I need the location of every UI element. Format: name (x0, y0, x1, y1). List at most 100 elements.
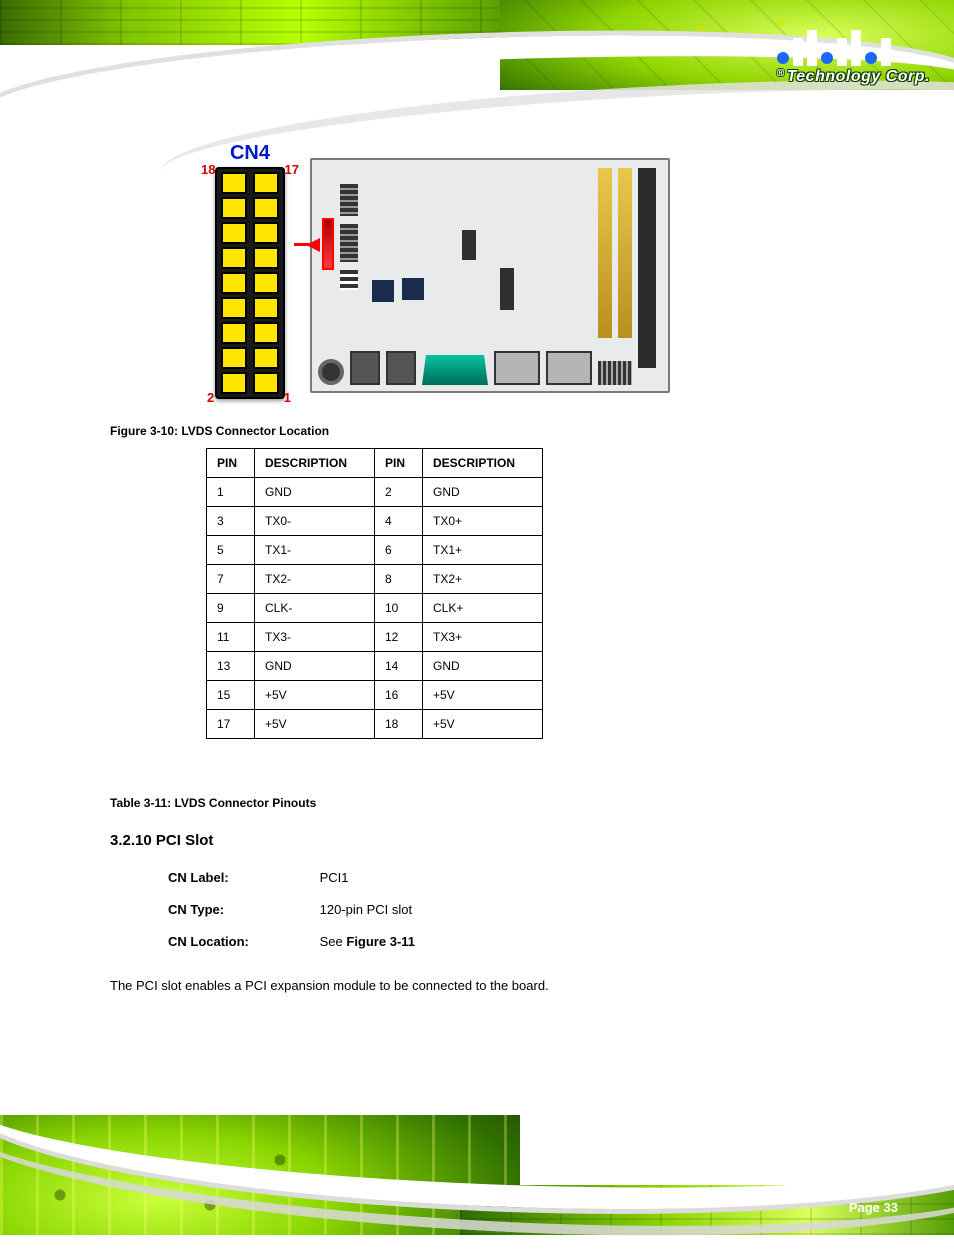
logo-bar-icon (793, 38, 803, 66)
board-illustration (310, 158, 670, 393)
cn-type-value: 120-pin PCI slot (320, 902, 413, 917)
col-pin: PIN (207, 449, 255, 478)
cn-label-row: CN Label: PCI1 (168, 870, 349, 885)
table-cell: TX2+ (423, 565, 543, 594)
pin-number-2: 2 (207, 390, 214, 405)
pin-icon (221, 322, 247, 344)
table-cell: +5V (423, 710, 543, 739)
gpio-header-icon (598, 361, 632, 385)
dimm-slot-icon (618, 168, 632, 338)
table-cell: CLK- (255, 594, 375, 623)
table-cell: 14 (375, 652, 423, 681)
cn-label-key: CN Label: (168, 870, 316, 885)
section-number: 3.2.10 (110, 832, 152, 849)
vga-port-icon (422, 355, 488, 385)
table-cell: 5 (207, 536, 255, 565)
section-heading: 3.2.10 PCI Slot (110, 832, 213, 849)
table-row: 3TX0-4TX0+ (207, 507, 543, 536)
cn-location-row: CN Location: See Figure 3-11 (168, 934, 415, 949)
table-row: 11TX3-12TX3+ (207, 623, 543, 652)
header-circuit-left (0, 0, 500, 45)
table-cell: +5V (255, 681, 375, 710)
pin-icon (221, 347, 247, 369)
dimm-slot-icon (598, 168, 612, 338)
usb-port-icon (386, 351, 416, 385)
pin-number-18: 18 (201, 162, 215, 177)
section-title-text: PCI Slot (156, 832, 214, 849)
logo-glyphs (777, 30, 930, 66)
connector-diagram: CN4 18 17 2 1 (175, 130, 695, 420)
pin-icon (221, 372, 247, 394)
table-cell: 7 (207, 565, 255, 594)
table-row: 9CLK-10CLK+ (207, 594, 543, 623)
footer-band: Page 33 (0, 1095, 954, 1235)
pin-icon (253, 172, 279, 194)
pin-icon (253, 322, 279, 344)
pin-icon (253, 297, 279, 319)
chip-icon (402, 278, 424, 300)
pin-icon (253, 347, 279, 369)
pin-icon (221, 172, 247, 194)
logo-dot-icon (821, 52, 833, 64)
table-cell: 2 (375, 478, 423, 507)
table-row: 5TX1-6TX1+ (207, 536, 543, 565)
table-row: 7TX2-8TX2+ (207, 565, 543, 594)
cn-location-value: See (320, 934, 347, 949)
logo-bar-icon (881, 38, 891, 66)
table-cell: TX3- (255, 623, 375, 652)
logo-bar-icon (837, 38, 847, 66)
table-cell: 11 (207, 623, 255, 652)
chip-icon (372, 280, 394, 302)
lan-port-icon (494, 351, 540, 385)
logo-dot-icon (777, 52, 789, 64)
cn-label-value: PCI1 (320, 870, 349, 885)
header-icon (340, 184, 358, 216)
table-cell: 12 (375, 623, 423, 652)
pin-icon (221, 247, 247, 269)
brand-text: ®Technology Corp. (777, 68, 930, 86)
table-cell: 4 (375, 507, 423, 536)
pin-icon (253, 222, 279, 244)
registered-icon: ® (777, 68, 785, 79)
pin-number-1: 1 (284, 390, 291, 405)
pinout-table: PIN DESCRIPTION PIN DESCRIPTION 1GND2GND… (206, 448, 543, 739)
header-icon (340, 224, 358, 262)
table-cell: 9 (207, 594, 255, 623)
connector-body (215, 167, 285, 399)
brand-name: Technology Corp. (787, 68, 930, 85)
table-header-row: PIN DESCRIPTION PIN DESCRIPTION (207, 449, 543, 478)
pin-icon (221, 222, 247, 244)
page-number: Page 33 (849, 1200, 898, 1215)
audio-jack-icon (318, 359, 344, 385)
table-cell: 10 (375, 594, 423, 623)
table-cell: +5V (255, 710, 375, 739)
figure-caption: Figure 3-10: LVDS Connector Location (110, 424, 329, 438)
cn-type-row: CN Type: 120-pin PCI slot (168, 902, 412, 917)
table-caption: Table 3-11: LVDS Connector Pinouts (110, 796, 316, 810)
table-row: 13GND14GND (207, 652, 543, 681)
cn-location-key: CN Location: (168, 934, 316, 949)
rear-io-row (318, 345, 662, 385)
table-cell: TX0+ (423, 507, 543, 536)
table-cell: GND (423, 652, 543, 681)
table-row: 15+5V16+5V (207, 681, 543, 710)
pin-icon (253, 372, 279, 394)
highlight-rect (322, 218, 334, 270)
pci-slot-icon (638, 168, 656, 368)
header-band: ®Technology Corp. (0, 0, 954, 120)
table-cell: TX2- (255, 565, 375, 594)
usb-port-icon (350, 351, 380, 385)
col-pin: PIN (375, 449, 423, 478)
table-cell: 3 (207, 507, 255, 536)
pin-icon (221, 272, 247, 294)
logo-bar-icon (851, 30, 861, 66)
table-cell: TX3+ (423, 623, 543, 652)
pin-number-17: 17 (285, 162, 299, 177)
table-cell: 17 (207, 710, 255, 739)
cn-location-xref: Figure 3-11 (346, 934, 415, 949)
table-row: 17+5V18+5V (207, 710, 543, 739)
table-cell: CLK+ (423, 594, 543, 623)
table-cell: TX0- (255, 507, 375, 536)
table-cell: 1 (207, 478, 255, 507)
table-cell: 15 (207, 681, 255, 710)
